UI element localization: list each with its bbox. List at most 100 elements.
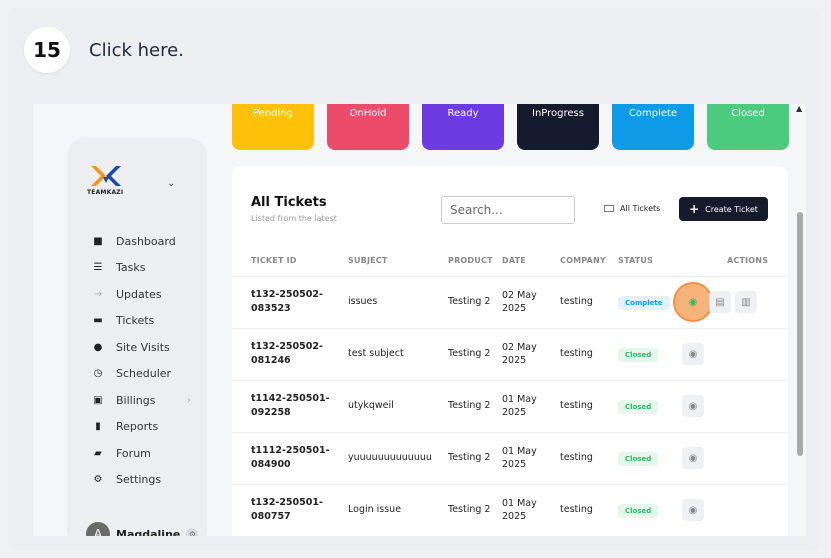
arrow-icon: →: [93, 288, 103, 300]
ticket-product: Testing 2: [448, 348, 491, 359]
eye-icon: ◉: [688, 452, 698, 464]
ticket-company: testing: [560, 348, 593, 359]
date-line: 01 May: [502, 446, 537, 457]
ticket-company: testing: [560, 296, 593, 307]
location-pin-icon: ●: [93, 341, 103, 353]
ticket-id-line: t1112-250501-: [251, 445, 330, 456]
date-line: 2025: [502, 355, 527, 366]
scroll-up-arrow-icon[interactable]: ▲: [796, 104, 803, 113]
status-card-label: Ready: [447, 108, 479, 119]
status-card-inprogress[interactable]: InProgress: [517, 104, 599, 150]
view-ticket-button[interactable]: ◉: [682, 343, 704, 365]
chat-icon: ▰: [94, 447, 102, 459]
status-card-label: OnHold: [349, 108, 387, 119]
sidebar-item-tickets[interactable]: ▬ Tickets: [91, 308, 191, 335]
ticket-id[interactable]: t1142-250501- 092258: [251, 392, 331, 420]
list-icon: ☰: [93, 262, 103, 274]
status-card-pending[interactable]: Pending: [232, 104, 314, 150]
view-ticket-button[interactable]: ◉: [682, 447, 704, 469]
avatar: A: [86, 522, 110, 536]
gear-icon[interactable]: ⚙: [186, 528, 199, 536]
date-line: 01 May: [502, 394, 537, 405]
ticket-date: 02 May 2025: [502, 289, 542, 315]
ticket-company: testing: [560, 400, 593, 411]
sidebar-item-site-visits[interactable]: ● Site Visits: [91, 334, 191, 361]
table-row: t132-250502- 081246 test subject Testing …: [232, 328, 788, 380]
plus-icon: +: [689, 202, 700, 216]
view-ticket-button[interactable]: ◉: [682, 395, 704, 417]
file-icon: ▮: [95, 421, 101, 433]
eye-icon: ◉: [688, 400, 698, 412]
sidebar-item-label: Dashboard: [116, 234, 176, 248]
ticket-date: 01 May 2025: [502, 497, 542, 523]
sidebar-item-label: Site Visits: [116, 340, 170, 354]
column-ticket-id: TICKET ID: [251, 256, 297, 265]
user-name: Magdaline: [116, 527, 181, 537]
status-badge: Closed: [618, 452, 659, 466]
user-profile[interactable]: A Magdaline ⚙: [86, 522, 199, 537]
date-line: 2025: [502, 511, 527, 522]
status-card-onhold[interactable]: OnHold: [327, 104, 409, 150]
ticket-icon: [604, 205, 614, 212]
status-card-closed[interactable]: Closed: [707, 104, 789, 150]
ticket-id-line: 083523: [251, 303, 291, 314]
filter-label: All Tickets: [620, 204, 661, 213]
sidebar-item-tasks[interactable]: ☰ Tasks: [91, 255, 191, 282]
money-icon: ▣: [93, 394, 103, 406]
ticket-product: Testing 2: [448, 296, 491, 307]
chevron-right-icon: ›: [187, 394, 191, 406]
sidebar-item-label: Tasks: [116, 261, 146, 275]
scrollbar-thumb[interactable]: [797, 212, 803, 456]
status-card-label: Pending: [253, 108, 293, 119]
ticket-id-line: t132-250502-: [251, 289, 323, 300]
create-ticket-button[interactable]: + Create Ticket: [679, 197, 768, 221]
sidebar-item-dashboard[interactable]: ■ Dashboard: [91, 228, 191, 255]
create-ticket-label: Create Ticket: [705, 204, 758, 214]
sidebar-item-label: Settings: [116, 473, 162, 487]
view-ticket-button[interactable]: ◉: [682, 499, 704, 521]
ticket-subject: Login issue: [348, 504, 402, 515]
view-ticket-button[interactable]: ◉: [673, 282, 713, 322]
sidebar-item-forum[interactable]: ▰ Forum: [91, 440, 191, 467]
ticket-id[interactable]: t1112-250501- 084900: [251, 444, 331, 472]
sidebar-item-scheduler[interactable]: ◷ Scheduler: [91, 361, 191, 388]
sidebar-item-label: Reports: [116, 420, 159, 434]
table-row: t1142-250501- 092258 utykqweil Testing 2 …: [232, 380, 788, 432]
ticket-date: 01 May 2025: [502, 445, 542, 471]
ticket-id[interactable]: t132-250502- 081246: [251, 340, 331, 368]
table-row: t132-250502- 083523 issues Testing 2 02 M…: [232, 276, 788, 328]
clipboard-icon: ▤: [715, 296, 725, 308]
sidebar-item-updates[interactable]: → Updates: [91, 281, 191, 308]
ticket-id-line: 080757: [251, 511, 291, 522]
sidebar-item-reports[interactable]: ▮ Reports: [91, 414, 191, 441]
step-header: 15 Click here.: [24, 20, 184, 80]
status-card-complete[interactable]: Complete: [612, 104, 694, 150]
tutorial-frame: 15 Click here. Pending OnHold Ready InPr…: [8, 8, 820, 550]
status-badge: Closed: [618, 504, 659, 518]
ticket-icon: ▬: [93, 315, 103, 327]
assign-ticket-button[interactable]: ▤: [709, 291, 731, 313]
ticket-product: Testing 2: [448, 452, 491, 463]
ticket-id-line: t132-250502-: [251, 341, 323, 352]
ticket-id[interactable]: t132-250501- 080757: [251, 496, 331, 524]
ticket-date: 02 May 2025: [502, 341, 542, 367]
status-card-label: Closed: [731, 108, 765, 119]
ticket-id[interactable]: t132-250502- 083523: [251, 288, 331, 316]
status-badge: Closed: [618, 400, 659, 414]
ticket-company: testing: [560, 452, 593, 463]
search-input[interactable]: [441, 196, 575, 224]
status-card-ready[interactable]: Ready: [422, 104, 504, 150]
all-tickets-filter[interactable]: All Tickets: [604, 204, 660, 213]
sidebar-item-billings[interactable]: ▣ Billings ›: [91, 387, 191, 414]
eye-icon: ◉: [688, 296, 698, 308]
sidebar: TEAMKAZI ⌄ ■ Dashboard ☰ Tasks → Updates ▬ T…: [67, 138, 207, 536]
chevron-down-icon[interactable]: ⌄: [167, 178, 176, 189]
column-product: PRODUCT: [448, 256, 493, 265]
delete-ticket-button[interactable]: ▥: [735, 291, 757, 313]
ticket-subject: yuuuuuuuuuuuuu: [348, 452, 432, 463]
app-screenshot: Pending OnHold Ready InProgress Complete…: [33, 104, 806, 536]
page-title: All Tickets: [251, 195, 327, 210]
tickets-panel: All Tickets Listed from the latest All T…: [232, 166, 788, 536]
ticket-subject: utykqweil: [348, 400, 394, 411]
sidebar-item-settings[interactable]: ⚙ Settings: [91, 467, 191, 494]
